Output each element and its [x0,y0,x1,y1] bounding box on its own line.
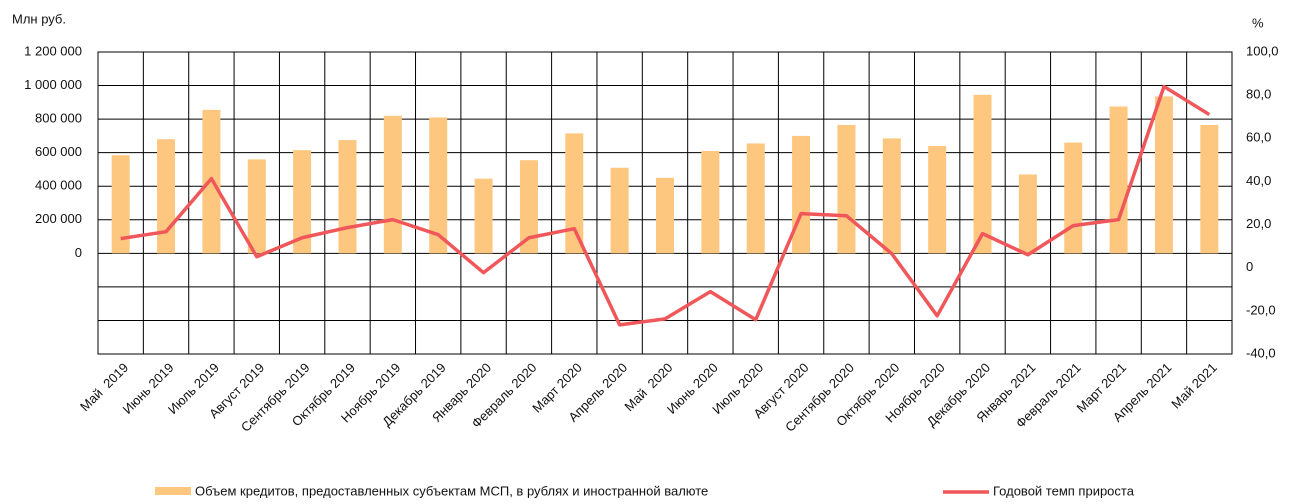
bar [837,124,856,254]
y2-tick-label: 100,0 [1246,43,1279,58]
bar [1154,96,1173,254]
bar [383,115,402,254]
y-tick-label: 400 000 [35,178,82,193]
bar [565,133,584,254]
bar [338,140,357,254]
y-axis-title: Млн руб. [12,11,66,26]
bar [157,139,176,254]
bar [247,159,266,254]
y-tick-label: 1 000 000 [24,77,82,92]
y2-tick-label: -20,0 [1246,302,1276,317]
bar [610,167,629,254]
y2-tick-label: 20,0 [1246,216,1271,231]
y-tick-label: 0 [75,245,82,260]
y-tick-label: 600 000 [35,144,82,159]
bar [293,150,312,254]
bar [1064,142,1083,254]
y2-axis-title: % [1252,15,1264,30]
plot-border [97,51,1233,355]
bar [928,145,947,254]
y2-tick-label: -40,0 [1246,345,1276,360]
bar [882,138,901,254]
y2-tick-label: 80,0 [1246,87,1271,102]
bar [701,150,720,254]
bar [429,117,448,254]
bar [656,177,674,254]
bar [973,94,992,254]
bar [1018,174,1037,254]
bar [519,160,538,254]
line [120,84,1211,327]
bar [746,143,765,254]
y2-tick-label: 40,0 [1246,173,1271,188]
x-tick-label: Май 2021 [1168,360,1220,412]
bar [474,178,493,254]
bar [1200,124,1219,254]
y-tick-label: 200 000 [35,211,82,226]
y-tick-label: 800 000 [35,111,82,126]
bar [1109,106,1128,254]
y-tick-label: 1 200 000 [24,43,82,58]
y2-tick-label: 0 [1246,259,1253,274]
legend-swatch [155,487,191,495]
legend-label: Объем кредитов, предоставленных субъекта… [195,483,708,498]
bar [111,155,130,254]
legend-label: Годовой темп прироста [993,483,1135,498]
y2-tick-label: 60,0 [1246,130,1271,145]
bar [792,135,811,254]
